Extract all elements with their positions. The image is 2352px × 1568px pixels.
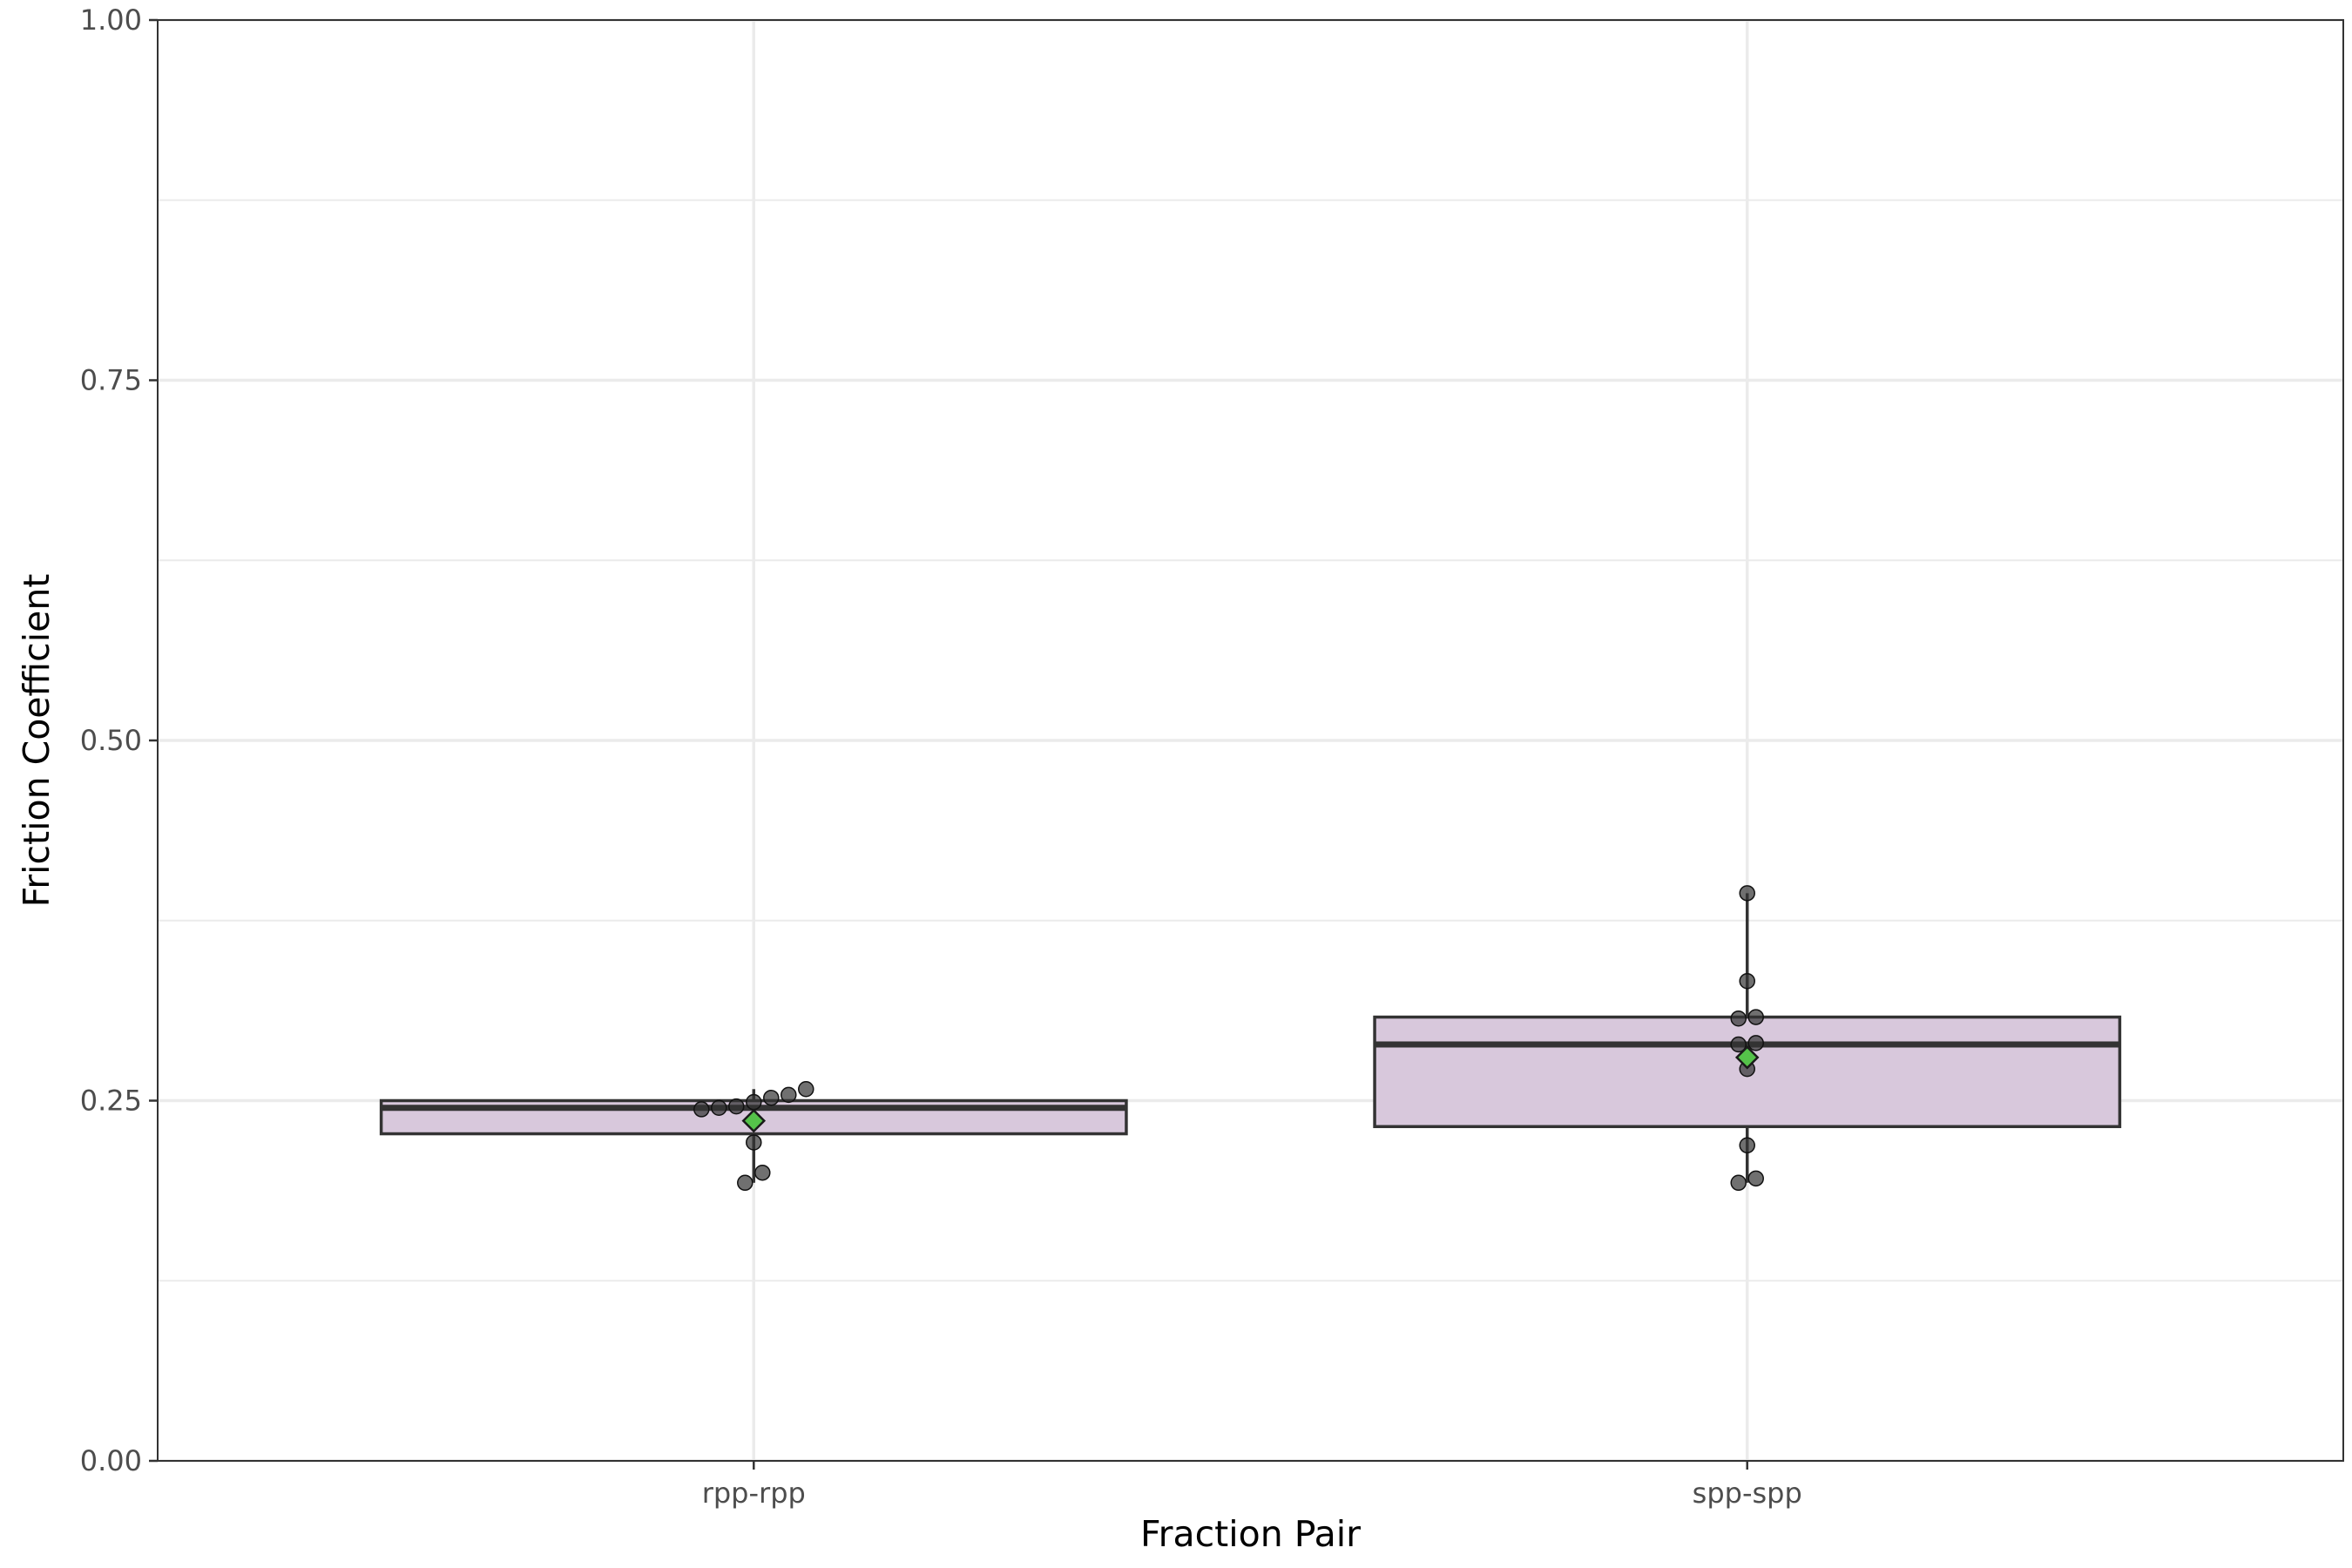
x-axis: rpp-rpp spp-spp bbox=[702, 1461, 1802, 1510]
data-point bbox=[693, 1101, 710, 1118]
y-axis: 0.00 0.25 0.50 0.75 1.00 bbox=[80, 3, 158, 1477]
data-point bbox=[1747, 1035, 1764, 1051]
x-tick-label: spp-spp bbox=[1693, 1477, 1802, 1510]
data-point bbox=[1730, 1036, 1747, 1053]
y-tick-label: 0.00 bbox=[80, 1444, 142, 1477]
data-point bbox=[1739, 885, 1755, 902]
data-point bbox=[763, 1089, 780, 1106]
y-tick-label: 0.50 bbox=[80, 724, 142, 757]
data-point bbox=[1739, 972, 1755, 990]
data-point bbox=[711, 1099, 727, 1117]
mean-marker bbox=[741, 1108, 767, 1133]
mean-marker bbox=[1734, 1045, 1760, 1070]
y-axis-title: Friction Coefficient bbox=[16, 574, 57, 908]
data-point bbox=[1747, 1170, 1764, 1187]
y-tick-label: 0.25 bbox=[80, 1085, 142, 1118]
y-tick-label: 1.00 bbox=[80, 3, 142, 37]
data-point bbox=[754, 1164, 771, 1181]
data-point bbox=[798, 1081, 814, 1098]
data-point bbox=[1739, 1137, 1755, 1154]
data-point bbox=[781, 1086, 797, 1104]
data-point bbox=[1730, 1174, 1747, 1192]
data-point bbox=[737, 1174, 754, 1192]
data-point bbox=[728, 1098, 745, 1115]
x-tick-label: rpp-rpp bbox=[702, 1477, 806, 1510]
data-point bbox=[746, 1134, 762, 1151]
data-point bbox=[1730, 1010, 1747, 1027]
x-axis-title: Fraction Pair bbox=[1140, 1513, 1361, 1555]
data-point bbox=[746, 1093, 762, 1111]
mean-markers bbox=[741, 1045, 1760, 1133]
minor-gridlines bbox=[158, 199, 2343, 1282]
data-point bbox=[1747, 1009, 1764, 1025]
y-tick-label: 0.75 bbox=[80, 364, 142, 397]
